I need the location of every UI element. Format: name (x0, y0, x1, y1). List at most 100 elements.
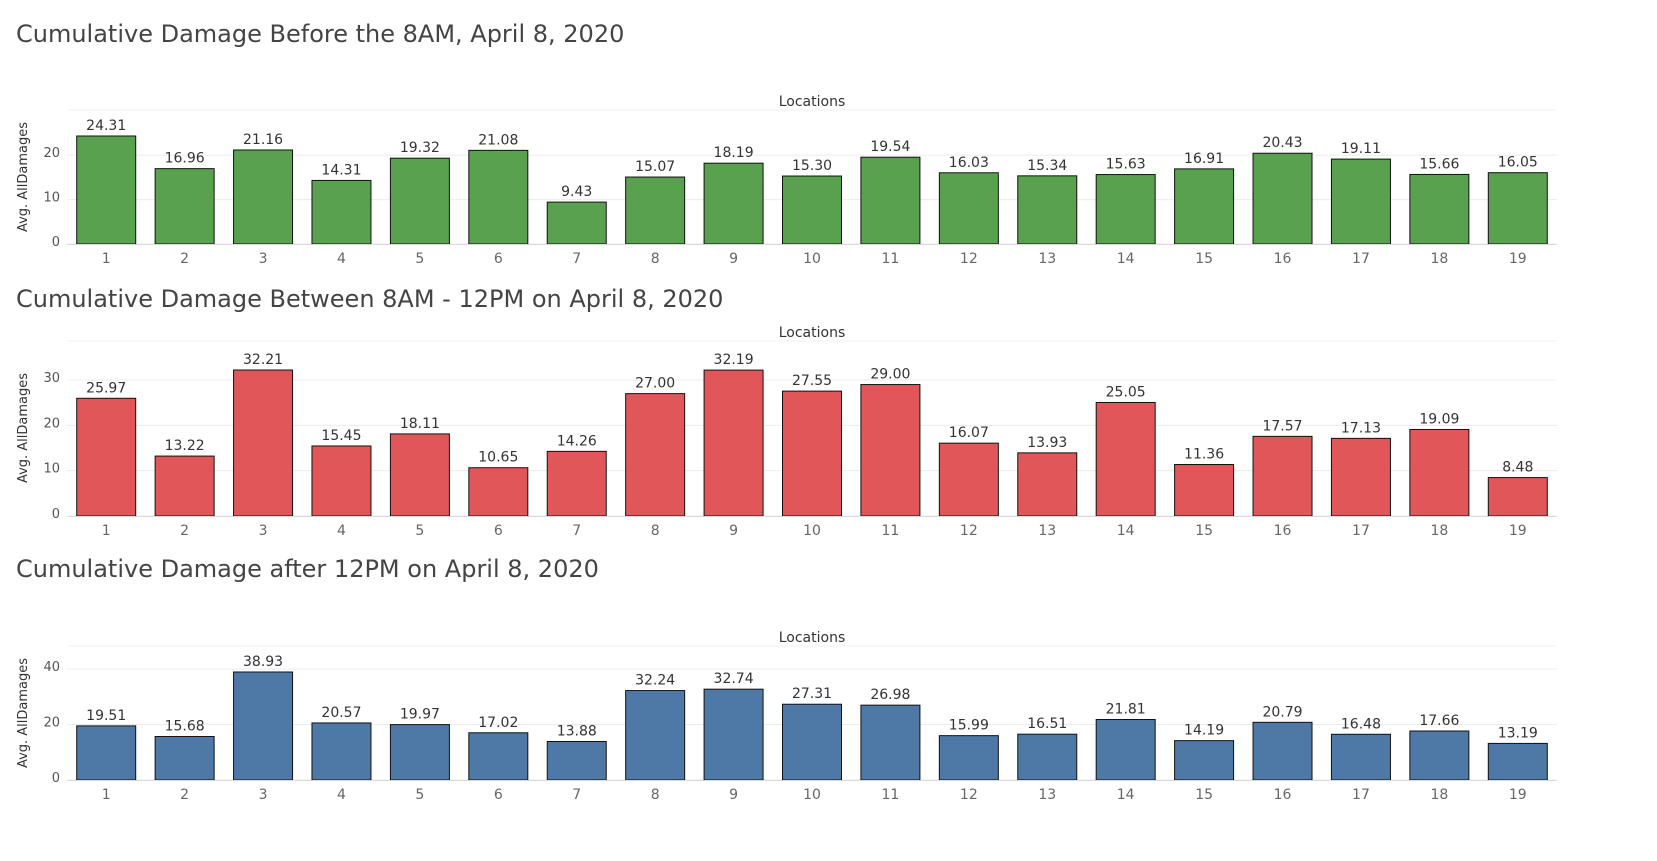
bar[interactable] (76, 135, 137, 245)
x-tick-label: 3 (259, 251, 268, 267)
data-label: 9.43 (561, 184, 592, 200)
bar[interactable] (311, 179, 372, 245)
x-axis-title: Locations (779, 630, 846, 646)
bar[interactable] (389, 157, 450, 245)
data-label: 32.74 (714, 671, 754, 687)
x-tick-label: 14 (1117, 523, 1135, 539)
x-tick-label: 7 (572, 787, 581, 803)
y-axis-title: Avg. AllDamages (16, 658, 31, 768)
bar[interactable] (1330, 437, 1391, 517)
data-label: 20.79 (1262, 704, 1302, 720)
x-tick-label: 15 (1195, 787, 1213, 803)
x-tick-label: 3 (259, 787, 268, 803)
bar[interactable] (1487, 477, 1548, 517)
data-label: 21.16 (243, 132, 283, 148)
bar[interactable] (546, 201, 607, 245)
bar[interactable] (389, 433, 450, 517)
bar[interactable] (389, 724, 450, 781)
data-label: 18.19 (714, 145, 754, 161)
x-tick-label: 9 (729, 523, 738, 539)
data-label: 38.93 (243, 654, 283, 670)
bar[interactable] (1017, 175, 1078, 245)
bar[interactable] (703, 162, 764, 245)
bar[interactable] (625, 393, 686, 517)
bar[interactable] (311, 722, 372, 781)
bar[interactable] (782, 390, 842, 517)
bar[interactable] (233, 149, 294, 245)
bar[interactable] (311, 445, 372, 517)
data-label: 19.11 (1341, 141, 1381, 157)
bar[interactable] (860, 704, 921, 781)
bar[interactable] (1174, 740, 1235, 781)
bar-chart-before-8am: 0 10 20 Locations Avg. AllDamages 24.31 1 16.96… (16, 94, 1557, 267)
bar[interactable] (1409, 428, 1470, 517)
bar[interactable] (468, 732, 529, 781)
x-tick-label: 4 (337, 523, 346, 539)
bar[interactable] (938, 172, 999, 245)
bar[interactable] (1487, 742, 1548, 781)
x-tick-label: 15 (1195, 523, 1213, 539)
x-tick-label: 3 (259, 523, 268, 539)
bar[interactable] (76, 725, 137, 781)
x-tick-label: 13 (1038, 523, 1056, 539)
bar[interactable] (938, 735, 999, 781)
bar[interactable] (1330, 158, 1391, 245)
x-tick-label: 19 (1509, 251, 1527, 267)
bar[interactable] (233, 671, 294, 781)
bar[interactable] (1409, 730, 1470, 781)
bar[interactable] (1017, 733, 1078, 781)
y-axis-title: Avg. AllDamages (16, 373, 31, 483)
x-tick-label: 1 (102, 787, 111, 803)
chart-panel-8am-12pm: Cumulative Damage Between 8AM - 12PM on … (0, 283, 1657, 553)
bar[interactable] (154, 168, 215, 245)
bar[interactable] (1252, 152, 1313, 245)
bar[interactable] (468, 149, 529, 245)
bar[interactable] (860, 384, 921, 517)
x-tick-label: 11 (882, 787, 900, 803)
bar[interactable] (782, 175, 842, 245)
bar[interactable] (1017, 452, 1078, 517)
data-label: 13.93 (1027, 435, 1067, 451)
bar[interactable] (1252, 721, 1313, 781)
bar[interactable] (703, 688, 764, 781)
bar[interactable] (1174, 464, 1235, 517)
bar[interactable] (1409, 173, 1470, 245)
data-label: 32.19 (714, 352, 754, 368)
x-tick-label: 13 (1038, 251, 1056, 267)
x-tick-label: 18 (1430, 787, 1448, 803)
bar[interactable] (233, 369, 294, 517)
bar[interactable] (1095, 401, 1156, 517)
x-tick-label: 6 (494, 787, 503, 803)
x-tick-label: 14 (1117, 251, 1135, 267)
x-tick-label: 19 (1509, 523, 1527, 539)
data-label: 32.21 (243, 352, 283, 368)
bar[interactable] (1174, 168, 1235, 245)
data-label: 13.19 (1498, 725, 1538, 741)
data-label: 15.63 (1106, 157, 1146, 173)
bar[interactable] (546, 740, 607, 781)
x-tick-label: 6 (494, 251, 503, 267)
bar[interactable] (703, 369, 764, 517)
bar[interactable] (154, 736, 215, 781)
bar[interactable] (1252, 435, 1313, 517)
bar[interactable] (468, 467, 529, 517)
bar[interactable] (546, 450, 607, 517)
x-tick-label: 18 (1430, 523, 1448, 539)
data-label: 15.07 (635, 159, 675, 175)
bar[interactable] (625, 176, 686, 245)
bar[interactable] (625, 690, 686, 781)
x-tick-label: 8 (651, 787, 660, 803)
data-label: 27.00 (635, 376, 675, 392)
bar[interactable] (938, 442, 999, 517)
bar[interactable] (154, 455, 215, 517)
bar[interactable] (782, 703, 842, 781)
x-tick-label: 10 (803, 251, 821, 267)
bar[interactable] (860, 156, 921, 245)
y-tick-label: 0 (52, 235, 60, 250)
x-axis-title: Locations (779, 94, 846, 110)
bar[interactable] (1487, 172, 1548, 245)
bar[interactable] (76, 397, 137, 517)
bar[interactable] (1330, 733, 1391, 781)
bar[interactable] (1095, 174, 1156, 245)
bar[interactable] (1095, 718, 1156, 781)
